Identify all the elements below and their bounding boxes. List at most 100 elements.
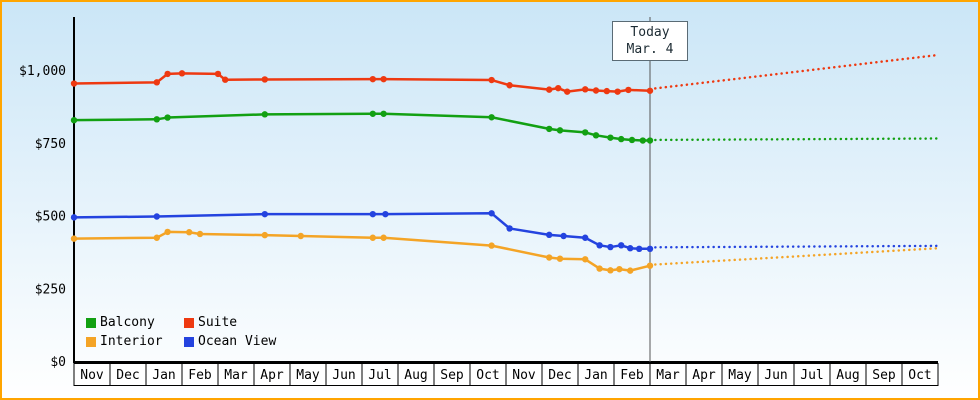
series-point-ocean-view: [382, 210, 389, 218]
series-point-suite: [592, 87, 600, 94]
series-point-ocean-view: [261, 210, 268, 218]
series-point-balcony: [607, 134, 614, 141]
x-axis-month-label: Dec: [548, 368, 571, 383]
x-axis-month-label: Sep: [440, 368, 464, 383]
x-axis-month-label: Jun: [764, 368, 787, 383]
x-axis-month-label: Sep: [872, 368, 896, 383]
series-point-ocean-view: [546, 231, 553, 239]
series-point-balcony: [639, 137, 646, 144]
series-point-ocean-view: [582, 234, 589, 241]
x-axis-month-label: Apr: [692, 368, 716, 383]
today-annotation: Today Mar. 4: [612, 21, 688, 61]
x-axis-month-label: Aug: [404, 368, 427, 383]
legend-item-interior: Interior: [86, 332, 184, 351]
x-axis-month-label: Mar: [656, 368, 680, 383]
series-point-suite: [222, 76, 229, 83]
series-point-suite: [178, 70, 186, 77]
series-line-suite: [72, 72, 652, 93]
legend-label-balcony: Balcony: [100, 315, 155, 330]
series-point-interior: [556, 255, 564, 262]
x-axis-month-label: Feb: [188, 368, 212, 383]
series-point-ocean-view: [369, 210, 376, 218]
series-point-interior: [616, 265, 623, 273]
series-point-interior: [297, 232, 304, 240]
series-point-suite: [646, 87, 654, 94]
x-axis-month-label: Apr: [260, 368, 284, 383]
y-axis-tick-label: $1,000: [19, 64, 66, 79]
series-point-balcony: [618, 135, 625, 143]
series-point-suite: [555, 84, 562, 92]
series-point-suite: [380, 75, 387, 83]
series-point-interior: [261, 231, 268, 239]
legend-label-interior: Interior: [100, 334, 163, 349]
x-axis-month-label: Jun: [332, 368, 355, 383]
series-forecast-interior: [648, 246, 940, 267]
series-point-suite: [546, 86, 553, 93]
y-axis-tick-label: $250: [35, 282, 66, 297]
series-point-ocean-view: [618, 242, 625, 249]
series-point-balcony: [556, 127, 564, 134]
x-axis-month-label: Oct: [908, 368, 931, 383]
series-point-balcony: [628, 136, 636, 144]
series-point-interior: [627, 267, 634, 274]
series-point-interior: [380, 234, 387, 241]
x-axis-month-label: Jan: [584, 368, 607, 383]
x-axis-month-label: May: [728, 368, 752, 383]
legend-item-balcony: Balcony: [86, 313, 184, 332]
series-point-ocean-view: [488, 210, 495, 217]
series-point-balcony: [582, 129, 589, 136]
series-point-suite: [625, 86, 632, 94]
legend-swatch-ocean-view-icon: [184, 336, 194, 347]
x-axis-month-label: Jan: [152, 368, 175, 383]
series-point-interior: [186, 229, 193, 236]
series-point-suite: [164, 70, 171, 78]
series-point-balcony: [70, 116, 78, 124]
series-point-interior: [164, 228, 171, 236]
series-point-ocean-view: [607, 243, 614, 251]
series-point-ocean-view: [560, 232, 567, 240]
series-point-balcony: [153, 116, 160, 123]
series-point-suite: [603, 87, 610, 95]
series-point-interior: [582, 256, 589, 263]
series-point-interior: [196, 230, 204, 238]
y-axis-tick-label: $500: [35, 210, 66, 225]
series-point-interior: [70, 235, 78, 242]
legend-label-ocean-view: Ocean View: [198, 334, 277, 349]
series-forecast-suite: [648, 53, 940, 91]
x-axis-month-label: Oct: [476, 368, 499, 383]
legend-item-ocean-view: Ocean View: [184, 332, 276, 351]
x-axis-month-label: Nov: [512, 368, 536, 383]
legend-swatch-balcony-icon: [86, 317, 96, 328]
series-forecast-ocean-view: [648, 244, 940, 249]
series-point-interior: [369, 234, 376, 241]
series-point-ocean-view: [627, 245, 634, 252]
x-axis-month-label: Jul: [368, 368, 391, 383]
series-forecast-balcony: [648, 137, 940, 142]
series-point-ocean-view: [636, 245, 643, 253]
x-axis-month-label: Mar: [224, 368, 248, 383]
series-point-balcony: [592, 132, 600, 139]
x-axis-month-label: May: [296, 368, 320, 383]
x-axis-month-cell: [901, 363, 939, 386]
series-point-interior: [488, 242, 495, 249]
series-point-suite: [369, 75, 376, 83]
series-point-ocean-view: [506, 225, 513, 232]
series-point-suite: [214, 70, 222, 78]
x-axis-month-label: Dec: [116, 368, 139, 383]
y-axis-tick-label: $750: [35, 137, 66, 152]
today-annotation-line2: Mar. 4: [626, 42, 674, 57]
legend-label-suite: Suite: [198, 315, 238, 330]
x-axis-month-label: Jul: [800, 368, 823, 383]
series-point-suite: [261, 76, 268, 83]
today-annotation-line1: Today: [630, 25, 670, 40]
legend-swatch-suite-icon: [184, 317, 194, 328]
series-point-suite: [153, 79, 160, 86]
series-point-suite: [488, 76, 495, 84]
legend-swatch-interior-icon: [86, 336, 96, 347]
series-point-ocean-view: [646, 245, 654, 253]
series-point-ocean-view: [70, 214, 78, 221]
chart-legend: Balcony Suite Interior Ocean View: [86, 313, 276, 351]
series-point-interior: [607, 267, 614, 274]
